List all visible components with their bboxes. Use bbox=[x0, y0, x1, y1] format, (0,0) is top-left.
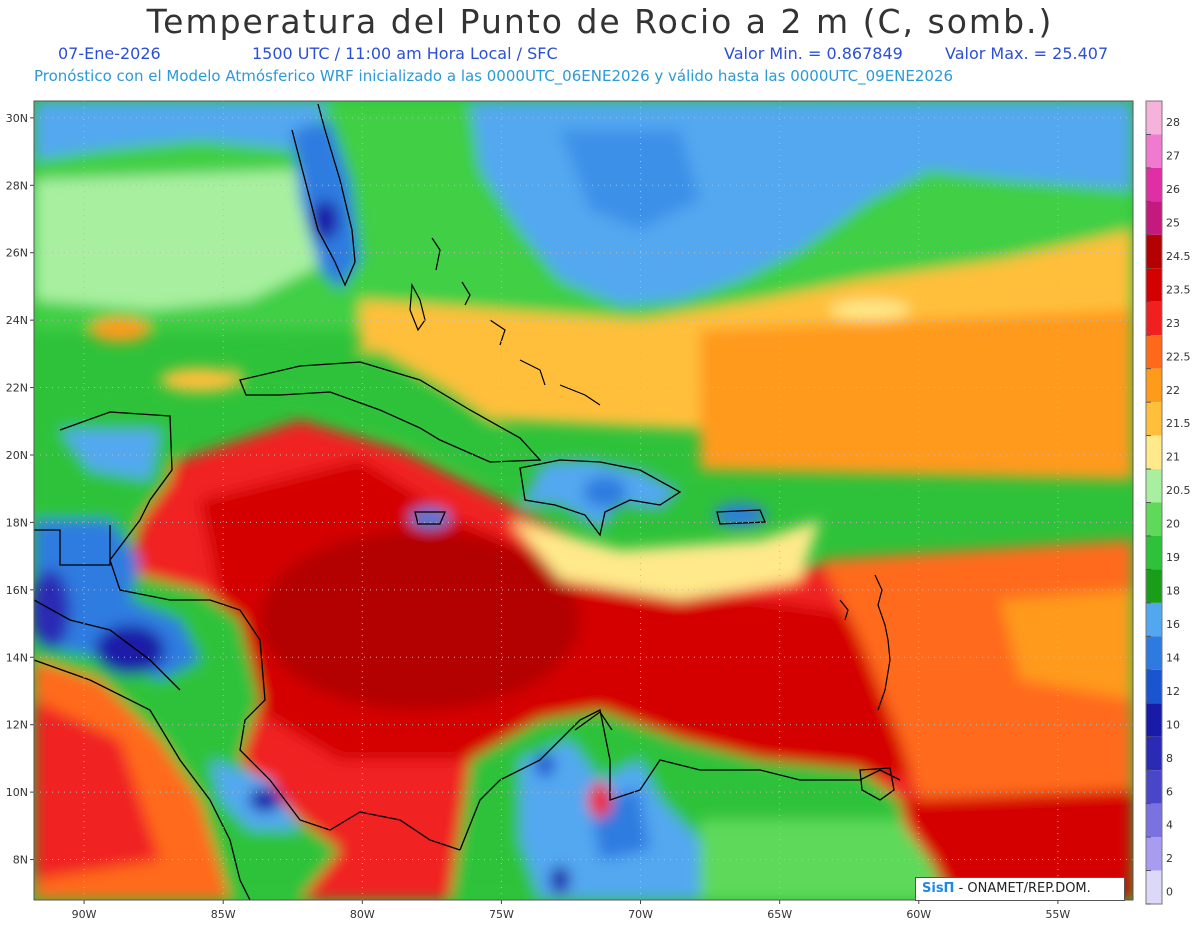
colorbar-label: 10 bbox=[1166, 718, 1180, 731]
lat-label: 22N bbox=[6, 382, 28, 395]
colorbar-swatch bbox=[1146, 201, 1162, 235]
lon-label: 55W bbox=[1045, 908, 1070, 921]
lon-label: 60W bbox=[906, 908, 931, 921]
colorbar-label: 0 bbox=[1166, 886, 1173, 899]
colorbar-label: 20 bbox=[1166, 518, 1180, 531]
colorbar-swatch bbox=[1146, 636, 1162, 670]
lon-label: 85W bbox=[211, 908, 236, 921]
colorbar-label: 23 bbox=[1166, 317, 1180, 330]
colorbar-label: 6 bbox=[1166, 785, 1173, 798]
lat-label: 10N bbox=[6, 786, 28, 799]
plot-frame bbox=[33, 100, 1134, 901]
colorbar-label: 19 bbox=[1166, 551, 1180, 564]
forecast-date: 07-Ene-2026 bbox=[58, 44, 161, 63]
colorbar-label: 20.5 bbox=[1166, 484, 1191, 497]
colorbar-swatch bbox=[1146, 703, 1162, 737]
colorbar-label: 12 bbox=[1166, 685, 1180, 698]
lat-label: 14N bbox=[6, 651, 28, 664]
colorbar-swatch bbox=[1146, 435, 1162, 470]
lon-label: 70W bbox=[628, 908, 653, 921]
colorbar-label: 26 bbox=[1166, 183, 1180, 196]
lon-label: 75W bbox=[489, 908, 514, 921]
forecast-time: 1500 UTC / 11:00 am Hora Local / SFC bbox=[252, 44, 558, 63]
colorbar-swatch bbox=[1146, 803, 1162, 838]
lon-label: 65W bbox=[767, 908, 792, 921]
colorbar-label: 21 bbox=[1166, 451, 1180, 464]
model-info: Pronóstico con el Modelo Atmósferico WRF… bbox=[34, 67, 954, 85]
colorbar-label: 27 bbox=[1166, 150, 1180, 163]
colorbar-swatch bbox=[1146, 669, 1162, 704]
colorbar-label: 2 bbox=[1166, 852, 1173, 865]
colorbar-label: 24.5 bbox=[1166, 250, 1191, 263]
axis-ticks bbox=[30, 117, 1059, 904]
lon-labels: 90W 85W 80W 75W 70W 65W 60W 55W bbox=[72, 908, 1071, 921]
colorbar-swatch bbox=[1146, 167, 1162, 202]
colorbar-swatch bbox=[1146, 268, 1162, 302]
lat-label: 12N bbox=[6, 719, 28, 732]
colorbar-swatch bbox=[1146, 234, 1162, 269]
lat-label: 30N bbox=[6, 112, 28, 125]
colorbar-swatch bbox=[1146, 335, 1162, 369]
colorbar-swatch bbox=[1146, 134, 1162, 168]
colorbar-swatch bbox=[1146, 535, 1162, 570]
coastlines bbox=[34, 103, 901, 900]
colorbar-swatch bbox=[1146, 837, 1162, 871]
colorbar-label: 22.5 bbox=[1166, 350, 1191, 363]
lon-label: 90W bbox=[72, 908, 97, 921]
colorbar-label: 8 bbox=[1166, 752, 1173, 765]
colorbar-swatch bbox=[1146, 101, 1162, 135]
colorbar-swatch bbox=[1146, 368, 1162, 403]
colorbar-swatch bbox=[1146, 469, 1162, 503]
islands bbox=[409, 237, 891, 711]
colorbar-label: 23.5 bbox=[1166, 283, 1191, 296]
colorbar-swatch bbox=[1146, 301, 1162, 336]
colorbar-label: 21.5 bbox=[1166, 417, 1191, 430]
lat-label: 18N bbox=[6, 516, 28, 529]
colorbar-swatch bbox=[1146, 870, 1162, 904]
colorbar-swatch bbox=[1146, 770, 1162, 804]
lat-labels: 30N 28N 26N 24N 22N 20N 18N 16N 14N 12N 10N 8N bbox=[6, 112, 28, 867]
page-title: Temperatura del Punto de Rocio a 2 m (C,… bbox=[146, 2, 1054, 41]
colorbar-label: 4 bbox=[1166, 819, 1173, 832]
lat-label: 20N bbox=[6, 449, 28, 462]
colorbar-label: 25 bbox=[1166, 216, 1180, 229]
credit-text: - ONAMET/REP.DOM. bbox=[954, 881, 1091, 896]
colorbar-label: 14 bbox=[1166, 651, 1180, 664]
lat-label: 26N bbox=[6, 247, 28, 260]
lat-label: 8N bbox=[13, 854, 28, 867]
colorbar-label: 28 bbox=[1166, 116, 1180, 129]
colorbar-swatch bbox=[1146, 402, 1162, 436]
colorbar-label: 22 bbox=[1166, 384, 1180, 397]
sispi-logo-text: SisΠ bbox=[922, 881, 955, 896]
dewpoint-field bbox=[34, 101, 1133, 900]
lat-label: 24N bbox=[6, 314, 28, 327]
colorbar-swatch bbox=[1146, 602, 1162, 637]
colorbar-label: 18 bbox=[1166, 585, 1180, 598]
colorbar-swatch bbox=[1146, 502, 1162, 536]
colorbar-label: 16 bbox=[1166, 618, 1180, 631]
colorbar: 2827262524.523.52322.52221.52120.5201918… bbox=[1145, 100, 1191, 905]
colorbar-swatch bbox=[1146, 569, 1162, 603]
max-value: Valor Max. = 25.407 bbox=[945, 44, 1109, 63]
lon-label: 80W bbox=[350, 908, 375, 921]
colorbar-swatch bbox=[1146, 736, 1162, 771]
min-value: Valor Min. = 0.867849 bbox=[724, 44, 903, 63]
lat-label: 16N bbox=[6, 584, 28, 597]
lat-label: 28N bbox=[6, 179, 28, 192]
credit-label: SisΠ - ONAMET/REP.DOM. bbox=[915, 877, 1125, 901]
